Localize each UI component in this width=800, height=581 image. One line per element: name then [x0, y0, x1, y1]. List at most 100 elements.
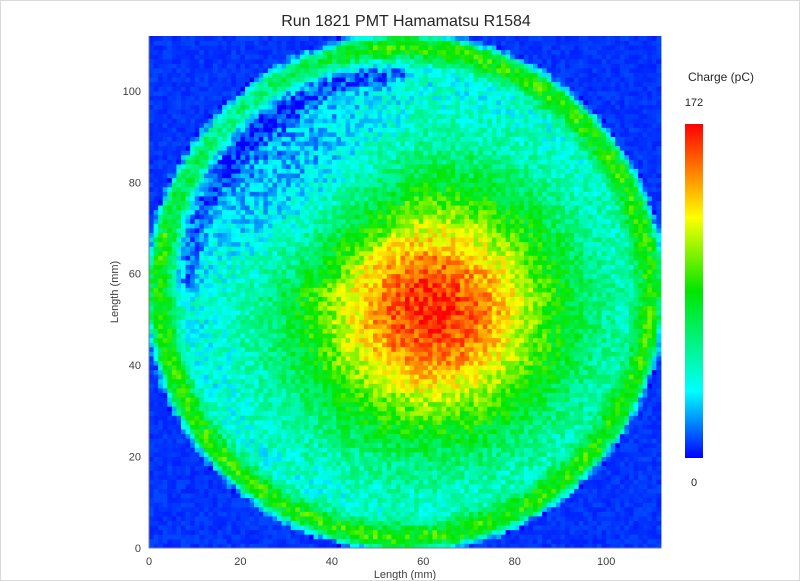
heatmap-cell [514, 397, 520, 403]
heatmap-cell [478, 378, 484, 384]
heatmap-cell [336, 378, 342, 384]
heatmap-cell [418, 497, 424, 503]
heatmap-cell [437, 479, 442, 485]
heatmap-cell [587, 360, 593, 366]
heatmap-cell [167, 502, 173, 508]
heatmap-cell [382, 360, 388, 366]
heatmap-cell [167, 406, 173, 412]
heatmap-cell [217, 461, 223, 467]
heatmap-cell [327, 474, 333, 480]
heatmap-cell [286, 452, 292, 457]
heatmap-cell [624, 465, 630, 471]
heatmap-cell [208, 497, 214, 503]
heatmap-cell [464, 461, 470, 467]
heatmap-cell [624, 538, 630, 544]
heatmap-cell [391, 429, 397, 435]
heatmap-cell [194, 488, 200, 494]
heatmap-cell [249, 429, 255, 435]
heatmap-cell [629, 378, 634, 384]
heatmap-cell [313, 415, 319, 421]
heatmap-cell [446, 410, 452, 416]
heatmap-cell [395, 511, 401, 517]
heatmap-cell [423, 506, 429, 512]
heatmap-cell [533, 420, 538, 425]
heatmap-cell [491, 447, 497, 453]
heatmap-cell [391, 470, 397, 476]
heatmap-cell [185, 374, 191, 380]
heatmap-cell [149, 497, 154, 503]
heatmap-cell [395, 346, 401, 352]
heatmap-cell [432, 470, 438, 476]
heatmap-cell [405, 351, 410, 357]
heatmap-cell [446, 538, 452, 544]
heatmap-cell [601, 442, 607, 448]
heatmap-cell [309, 360, 314, 366]
heatmap-cell [171, 388, 177, 393]
heatmap-cell [162, 420, 168, 425]
heatmap-cell [528, 484, 534, 489]
heatmap-cell [583, 497, 589, 503]
heatmap-cell [510, 415, 516, 421]
heatmap-cell [551, 538, 557, 544]
heatmap-cell [551, 474, 557, 480]
heatmap-cell [597, 520, 602, 526]
heatmap-cell [322, 538, 328, 544]
heatmap-cell [505, 360, 511, 366]
heatmap-cell [199, 529, 205, 535]
heatmap-cell [258, 374, 264, 380]
heatmap-cell [551, 374, 557, 380]
heatmap-cell [501, 447, 506, 453]
heatmap-cell [405, 442, 410, 448]
heatmap-cell [272, 543, 278, 549]
heatmap-cell [629, 452, 634, 457]
heatmap-cell [487, 429, 493, 435]
heatmap-cell [345, 493, 351, 499]
heatmap-cell [587, 369, 593, 375]
heatmap-cell [368, 365, 374, 371]
heatmap-cell [569, 424, 575, 430]
heatmap-cell [240, 502, 246, 508]
heatmap-cell [350, 502, 356, 508]
heatmap-cell [405, 529, 410, 535]
heatmap-cell [542, 365, 548, 371]
heatmap-cell [450, 420, 456, 425]
heatmap-cell [414, 465, 420, 471]
heatmap-cell [491, 401, 497, 407]
heatmap-cell [350, 525, 356, 531]
plot-area [149, 36, 662, 549]
heatmap-cell [240, 525, 246, 531]
heatmap-cell [263, 369, 269, 375]
heatmap-cell [208, 383, 214, 389]
heatmap-cell [638, 433, 644, 439]
heatmap-cell [299, 365, 305, 371]
heatmap-cell [377, 438, 383, 444]
heatmap-cell [455, 461, 461, 467]
heatmap-cell [505, 442, 511, 448]
heatmap-cell [391, 529, 397, 535]
heatmap-cell [235, 456, 241, 462]
heatmap-cell [263, 543, 269, 549]
heatmap-cell [354, 529, 360, 535]
heatmap-cell [578, 516, 584, 521]
heatmap-cell [455, 452, 461, 457]
heatmap-cell [226, 474, 232, 480]
heatmap-cell [437, 447, 442, 453]
heatmap-cell [203, 497, 209, 503]
heatmap-cell [377, 479, 383, 485]
heatmap-cell [482, 433, 488, 439]
heatmap-cell [181, 369, 186, 375]
heatmap-cell [149, 525, 154, 531]
heatmap-cell [647, 456, 653, 462]
heatmap-cell [363, 493, 369, 499]
heatmap-cell [409, 493, 415, 499]
heatmap-cell [286, 538, 292, 544]
heatmap-cell [322, 415, 328, 421]
heatmap-cell [368, 342, 374, 348]
heatmap-cell [647, 502, 653, 508]
heatmap-cell [176, 438, 182, 444]
heatmap-cell [423, 520, 429, 526]
heatmap-cell [354, 525, 360, 531]
heatmap-cell [569, 383, 575, 389]
heatmap-cell [528, 383, 534, 389]
heatmap-cell [441, 538, 447, 544]
